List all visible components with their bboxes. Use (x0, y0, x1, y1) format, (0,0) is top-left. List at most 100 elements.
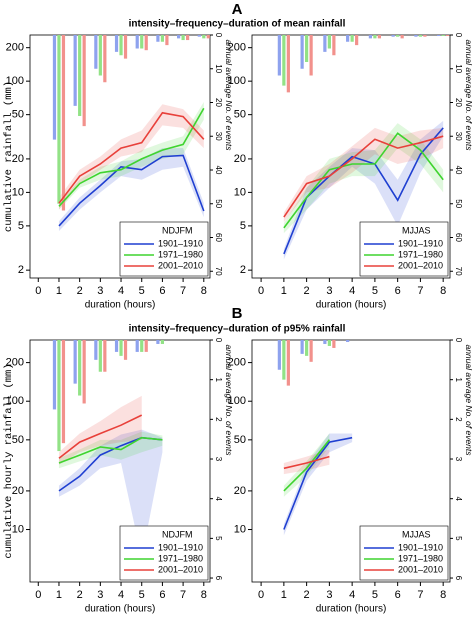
x-tick-label: 0 (35, 589, 41, 601)
y2-axis-label: annual average No. of events (224, 344, 234, 456)
legend-label: 2001–2010 (158, 564, 203, 574)
x-tick-label: 5 (372, 589, 378, 601)
y2-tick-label: 2 (454, 417, 463, 422)
event-bar (135, 35, 139, 49)
y2-tick-label: 0 (214, 338, 223, 343)
y-axis-label: cumulative rainfall (mm) (3, 81, 15, 232)
event-bar (156, 35, 160, 42)
event-bar (103, 340, 107, 372)
series-line (58, 436, 163, 464)
y-tick-label: 10 (12, 523, 24, 535)
legend-title: NDJFM (162, 225, 193, 235)
event-bar (377, 35, 381, 39)
y2-tick-label: 40 (454, 166, 463, 175)
event-bar (61, 340, 66, 444)
y-tick-label: 100 (228, 75, 246, 87)
event-bar (202, 35, 206, 39)
x-tick-label: 0 (258, 589, 264, 601)
panel-title: intensity–frequency–duration of p95% rai… (129, 324, 346, 335)
x-tick-label: 7 (417, 285, 423, 297)
legend-title: MJJAS (402, 225, 431, 235)
x-tick-label: 4 (349, 589, 355, 601)
panel-letter: A (232, 1, 243, 18)
series-line (58, 111, 205, 204)
y-tick-label: 100 (6, 395, 24, 407)
event-bar (140, 340, 144, 352)
y2-tick-label: 30 (454, 132, 463, 141)
y2-tick-label: 60 (214, 233, 223, 242)
event-bar (332, 35, 336, 56)
series-line (58, 414, 143, 459)
y-tick-label: 2 (240, 264, 246, 276)
event-bar (119, 340, 123, 356)
event-bar (277, 340, 281, 370)
y-tick-label: 100 (6, 75, 24, 87)
series-line (283, 439, 331, 492)
x-axis-label: duration (hours) (316, 300, 387, 311)
band (283, 120, 444, 260)
plot-frame (251, 339, 451, 583)
band (283, 127, 444, 223)
y2-tick-label: 20 (214, 98, 223, 107)
x-tick-label: 1 (56, 589, 62, 601)
series-line (58, 107, 205, 207)
event-bar (160, 35, 165, 42)
event-bar (323, 340, 327, 344)
x-tick-label: 1 (281, 285, 287, 297)
event-bar (309, 340, 313, 362)
y2-tick-label: 1 (214, 377, 223, 382)
x-tick-label: 2 (304, 589, 310, 601)
event-bar (181, 35, 185, 41)
y-tick-label: 200 (228, 357, 246, 369)
event-bar (144, 340, 148, 352)
event-bar (73, 35, 77, 106)
y2-tick-label: 5 (214, 536, 223, 541)
x-tick-label: 5 (139, 285, 145, 297)
legend-label: 1971–1980 (158, 553, 203, 563)
y-tick-label: 200 (6, 357, 24, 369)
y-tick-label: 20 (12, 153, 24, 165)
legend-title: NDJFM (162, 529, 193, 539)
y-tick-label: 200 (228, 42, 246, 54)
y2-tick-label: 4 (454, 496, 463, 501)
event-bar (368, 35, 372, 39)
legend-box (119, 525, 209, 581)
band (58, 101, 204, 210)
x-tick-label: 2 (304, 285, 310, 297)
event-bar (327, 35, 331, 49)
legend-box (359, 525, 449, 581)
event-bar (103, 35, 107, 83)
event-bar (156, 340, 160, 344)
event-bar (98, 340, 102, 372)
band (58, 148, 204, 231)
y-tick-label: 20 (234, 153, 246, 165)
x-tick-label: 6 (395, 285, 401, 297)
y2-tick-label: 0 (214, 33, 223, 38)
event-bar (94, 340, 98, 360)
y2-tick-label: 70 (454, 267, 463, 276)
y2-tick-label: 0 (454, 33, 463, 38)
event-bar (414, 35, 418, 37)
event-bar (52, 35, 57, 140)
event-bar (277, 35, 281, 76)
event-bar (78, 35, 82, 116)
event-bar (282, 35, 286, 86)
event-bar (57, 35, 61, 204)
event-bar (346, 35, 350, 42)
event-bar (286, 340, 290, 386)
event-bar (57, 340, 61, 452)
event-bar (346, 340, 350, 342)
x-tick-label: 4 (118, 589, 124, 601)
event-bar (119, 35, 123, 56)
y2-tick-label: 3 (214, 457, 223, 462)
legend-label: 1971–1980 (398, 553, 443, 563)
legend-label: 1901–1910 (158, 238, 203, 248)
event-bar (446, 35, 450, 37)
series-line (58, 154, 205, 227)
event-bar (327, 340, 331, 346)
event-bar (123, 35, 128, 59)
y2-tick-label: 10 (214, 64, 223, 73)
legend-label: 1901–1910 (398, 238, 443, 248)
y-axis-label: cumulative hourly rainfall (mm) (3, 363, 15, 558)
